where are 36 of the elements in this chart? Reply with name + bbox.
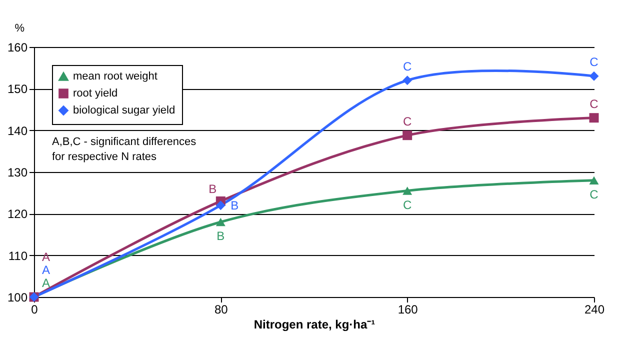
legend-label: biological sugar yield: [73, 104, 176, 116]
x-tick-label: 240: [584, 302, 605, 316]
legend-label: root yield: [73, 88, 118, 100]
data-label: C: [402, 114, 412, 128]
x-tick-label: 160: [398, 302, 418, 316]
y-tick-label: 150: [7, 82, 28, 96]
data-label: C: [590, 55, 599, 70]
point: [402, 130, 412, 140]
data-label: A: [42, 276, 50, 290]
y-tick-label: 120: [7, 207, 28, 222]
y-tick-label: 100: [7, 290, 28, 304]
point: [402, 186, 412, 195]
data-label: C: [402, 59, 412, 74]
y-tick-label: 130: [7, 166, 28, 180]
data-label: C: [590, 96, 599, 111]
data-label: B: [208, 182, 217, 196]
point: [402, 76, 412, 86]
y-tick-label: 140: [7, 124, 28, 138]
point: [216, 200, 226, 210]
annotation: A,B,C - significant differences for respective N rates: [52, 136, 197, 163]
y-tick-label: 160: [7, 40, 28, 54]
data-label: B: [216, 229, 225, 243]
point: [589, 113, 599, 123]
point: [589, 176, 599, 184]
y-tick-label: 110: [8, 248, 28, 263]
point: [216, 218, 226, 226]
x-tick-label: 80: [214, 302, 228, 316]
data-label: C: [590, 187, 599, 202]
x-tick-label: 0: [31, 302, 38, 316]
x-axis-title: Nitrogen rate, kg·ha⁻¹: [254, 318, 376, 332]
legend-label: mean root weight: [73, 70, 158, 82]
data-label: A: [42, 263, 50, 277]
data-label: C: [402, 198, 412, 212]
data-label: B: [230, 198, 239, 212]
y-axis-title: %: [14, 22, 25, 34]
point: [589, 71, 599, 81]
